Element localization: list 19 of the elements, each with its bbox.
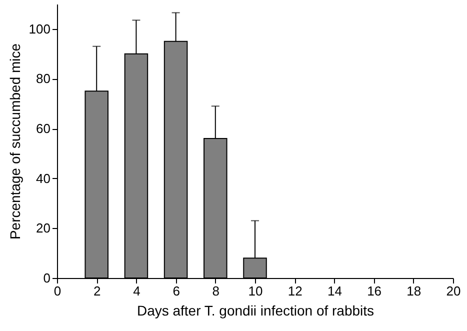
x-tick-label: 6 (172, 284, 180, 298)
x-tick-label: 12 (288, 284, 302, 298)
x-tick-label: 10 (248, 284, 263, 298)
x-tick-label: 16 (367, 284, 382, 298)
x-tick-label: 4 (133, 284, 140, 298)
x-tick-label: 2 (93, 284, 101, 298)
x-tick-label: 14 (327, 284, 342, 298)
x-tick-label: 0 (54, 284, 62, 298)
y-tick-label: 40 (36, 170, 50, 186)
y-axis-title: Percentage of succumbed mice (6, 43, 23, 240)
x-tick-label: 20 (446, 284, 461, 298)
y-tick-label: 20 (36, 220, 50, 236)
x-tick-label: 8 (212, 284, 220, 298)
y-tick-label: 0 (43, 270, 50, 286)
y-tick-label: 100 (28, 21, 50, 36)
x-axis-title: Days after T. gondii infection of rabbits (136, 302, 374, 318)
y-tick-label: 80 (36, 71, 50, 86)
x-tick-label: 18 (406, 284, 422, 298)
y-tick-label: 60 (36, 121, 50, 136)
